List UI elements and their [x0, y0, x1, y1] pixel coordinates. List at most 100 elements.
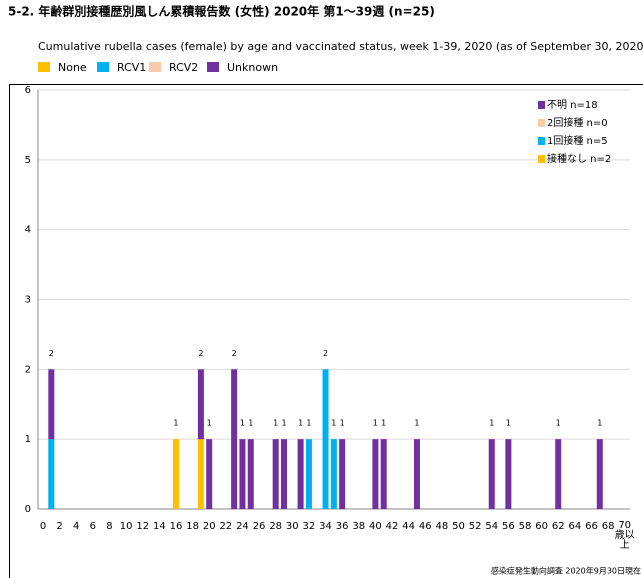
y-tick-label: 4: [25, 225, 31, 236]
x-tick-label: 50: [452, 521, 465, 532]
x-tick-label: 30: [286, 521, 299, 532]
x-tick-label: 52: [469, 521, 482, 532]
bar-segment: [330, 439, 337, 509]
bar-segment: [380, 439, 387, 509]
x-tick-label: 10: [120, 521, 133, 532]
x-tick-label: 70歳以上: [614, 520, 635, 551]
data-label: 2: [49, 349, 54, 358]
data-label: 1: [506, 419, 511, 428]
x-tick-label: 8: [106, 521, 112, 532]
bar-segment: [596, 439, 603, 509]
x-tick-label: 66: [585, 521, 598, 532]
x-tick-label: 34: [319, 521, 332, 532]
x-tick-label: 56: [502, 521, 515, 532]
x-tick-label: 38: [352, 521, 365, 532]
data-label: 1: [414, 419, 419, 428]
bar-segment: [197, 369, 204, 440]
x-tick-label: 6: [90, 521, 96, 532]
y-tick-label: 2: [25, 364, 31, 375]
legend-swatch: [207, 62, 219, 72]
y-tick-label: 3: [25, 295, 31, 306]
bar-segment: [247, 439, 254, 509]
inner-legend-swatch: [538, 137, 545, 145]
x-tick-label: 40: [369, 521, 382, 532]
inner-legend-label: 不明 n=18: [547, 99, 598, 111]
x-tick-label: 0: [40, 521, 46, 532]
data-label: 1: [597, 419, 602, 428]
data-label: 1: [381, 419, 386, 428]
inner-legend-swatch: [538, 101, 545, 109]
x-tick-label: 44: [402, 521, 415, 532]
data-label: 2: [232, 349, 237, 358]
x-tick-label: 46: [419, 521, 432, 532]
bar-segment: [505, 439, 512, 509]
chart-title: 5-2. 年齢群別接種歴別風しん累積報告数 (女性) 2020年 第1～39週 …: [8, 4, 435, 19]
legend-swatch: [149, 62, 161, 72]
inner-legend-label: 2回接種 n=0: [547, 116, 608, 129]
x-tick-label: 62: [552, 521, 565, 532]
data-label: 1: [173, 419, 178, 428]
x-tick-label: 26: [253, 521, 266, 532]
x-tick-label: 4: [73, 521, 79, 532]
data-label: 2: [198, 349, 203, 358]
x-tick-label: 14: [153, 521, 166, 532]
legend-swatch: [97, 62, 109, 72]
bar-segment: [231, 369, 238, 509]
bar-segment: [280, 439, 287, 509]
legend-label: RCV2: [169, 61, 198, 74]
legend-label: Unknown: [227, 61, 278, 74]
bar-segment: [197, 439, 204, 509]
chart-subtitle: Cumulative rubella cases (female) by age…: [38, 40, 643, 53]
bar-segment: [272, 439, 279, 509]
inner-legend-swatch: [538, 155, 545, 163]
bar-segment: [322, 369, 329, 509]
y-tick-label: 5: [25, 155, 31, 166]
bar-segment: [413, 439, 420, 509]
data-label: 1: [298, 419, 303, 428]
x-tick-label: 60: [535, 521, 548, 532]
x-tick-label: 12: [136, 521, 149, 532]
y-tick-label: 6: [25, 85, 31, 96]
frame: [9, 84, 643, 578]
x-tick-label: 24: [236, 521, 249, 532]
data-label: 1: [306, 419, 311, 428]
data-label: 2: [323, 349, 328, 358]
bar-segment: [488, 439, 495, 509]
bar-segment: [48, 439, 55, 509]
x-tick-label: 36: [336, 521, 349, 532]
x-tick-label: 22: [219, 521, 232, 532]
y-tick-label: 1: [25, 434, 31, 445]
bar-segment: [297, 439, 304, 509]
data-label: 1: [240, 419, 245, 428]
bar-segment: [48, 369, 55, 440]
data-label: 1: [489, 419, 494, 428]
x-tick-label: 42: [386, 521, 399, 532]
inner-legend-label: 1回接種 n=5: [547, 134, 608, 147]
x-tick-label: 16: [170, 521, 183, 532]
data-label: 1: [331, 419, 336, 428]
x-tick-label: 64: [568, 521, 581, 532]
data-label: 1: [281, 419, 286, 428]
bar-segment: [339, 439, 346, 509]
data-label: 1: [273, 419, 278, 428]
bar-segment: [372, 439, 379, 509]
legend-label: None: [58, 61, 87, 74]
x-tick-label: 32: [303, 521, 316, 532]
x-tick-label: 58: [519, 521, 532, 532]
source-note: 感染症発生動向調査 2020年9月30日現在: [491, 566, 641, 576]
x-tick-label: 54: [485, 521, 498, 532]
bar-segment: [172, 439, 179, 509]
x-tick-label: 18: [186, 521, 199, 532]
bar-segment: [206, 439, 213, 509]
bar-segment: [305, 439, 312, 509]
data-label: 1: [248, 419, 253, 428]
data-label: 1: [340, 419, 345, 428]
inner-legend-label: 接種なし n=2: [547, 152, 611, 165]
y-tick-label: 0: [25, 504, 31, 515]
legend-label: RCV1: [117, 61, 146, 74]
bar-segment: [555, 439, 562, 509]
data-label: 1: [373, 419, 378, 428]
bar-segment: [239, 439, 246, 509]
